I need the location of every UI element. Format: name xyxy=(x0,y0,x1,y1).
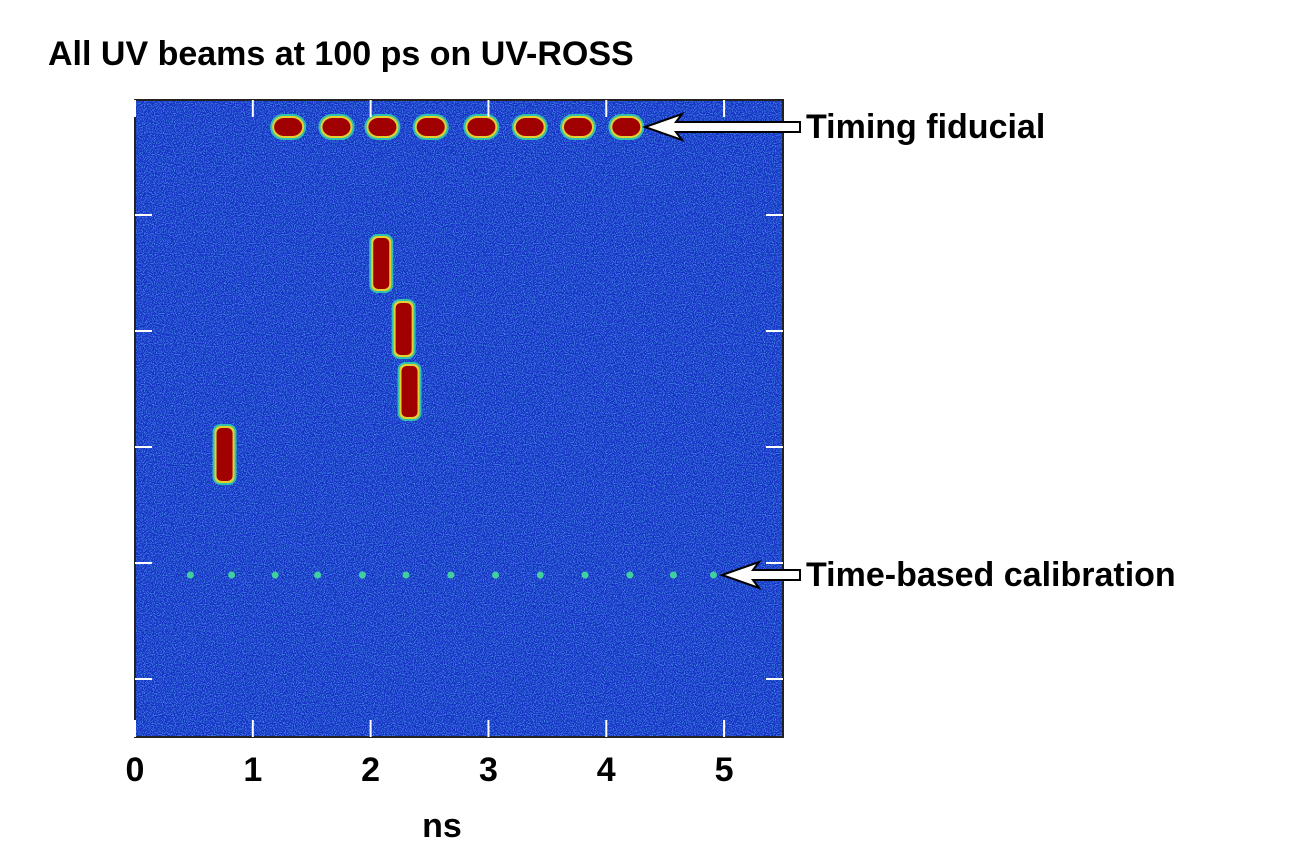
calibration-dot xyxy=(492,572,499,579)
signal xyxy=(213,424,237,485)
page: {"chart_data": { "type": "streak", "titl… xyxy=(0,0,1316,850)
signal xyxy=(369,234,393,293)
x-tick-label: 4 xyxy=(597,751,616,789)
signal-core xyxy=(467,118,495,136)
signal xyxy=(463,114,499,140)
signal-core xyxy=(217,428,233,481)
signal xyxy=(398,362,422,421)
calibration-dot xyxy=(187,572,194,579)
calibration-dot xyxy=(582,572,589,579)
calibration-dot xyxy=(272,572,279,579)
calibration-dot xyxy=(228,572,235,579)
signal-core xyxy=(402,366,418,417)
chart-title: All UV beams at 100 ps on UV-ROSS xyxy=(48,35,634,73)
signal xyxy=(512,114,548,140)
signal-core xyxy=(396,303,412,355)
calibration-dot xyxy=(710,572,717,579)
calibration-dot xyxy=(626,572,633,579)
x-tick-label: 0 xyxy=(126,751,145,789)
signal xyxy=(318,114,354,140)
x-tick-label: 2 xyxy=(361,751,380,789)
calibration-dot xyxy=(670,572,677,579)
calibration-dot xyxy=(537,572,544,579)
annotation: Time-based calibration xyxy=(806,556,1176,594)
signal xyxy=(392,299,416,359)
x-tick-label: 1 xyxy=(243,751,262,789)
signal xyxy=(364,114,400,140)
signal-core xyxy=(417,118,445,136)
calibration-dot xyxy=(314,572,321,579)
signal-core xyxy=(373,238,389,289)
chart: All UV beams at 100 ps on UV-ROSS Timing… xyxy=(0,0,1316,850)
signal xyxy=(608,114,644,140)
x-axis-label: ns xyxy=(422,807,462,845)
x-tick-label: 3 xyxy=(479,751,498,789)
calibration-dot xyxy=(447,572,454,579)
signal-core xyxy=(322,118,350,136)
signal-core xyxy=(612,118,640,136)
calibration-dot xyxy=(402,572,409,579)
signal xyxy=(413,114,449,140)
signal-core xyxy=(368,118,396,136)
x-tick-label: 5 xyxy=(715,751,734,789)
calibration-dot xyxy=(359,572,366,579)
annotation: Timing fiducial xyxy=(806,108,1045,146)
signal xyxy=(560,114,596,140)
plot-noise xyxy=(135,100,783,737)
signal-core xyxy=(274,118,302,136)
signal-core xyxy=(564,118,592,136)
signal-core xyxy=(516,118,544,136)
signal xyxy=(270,114,306,140)
